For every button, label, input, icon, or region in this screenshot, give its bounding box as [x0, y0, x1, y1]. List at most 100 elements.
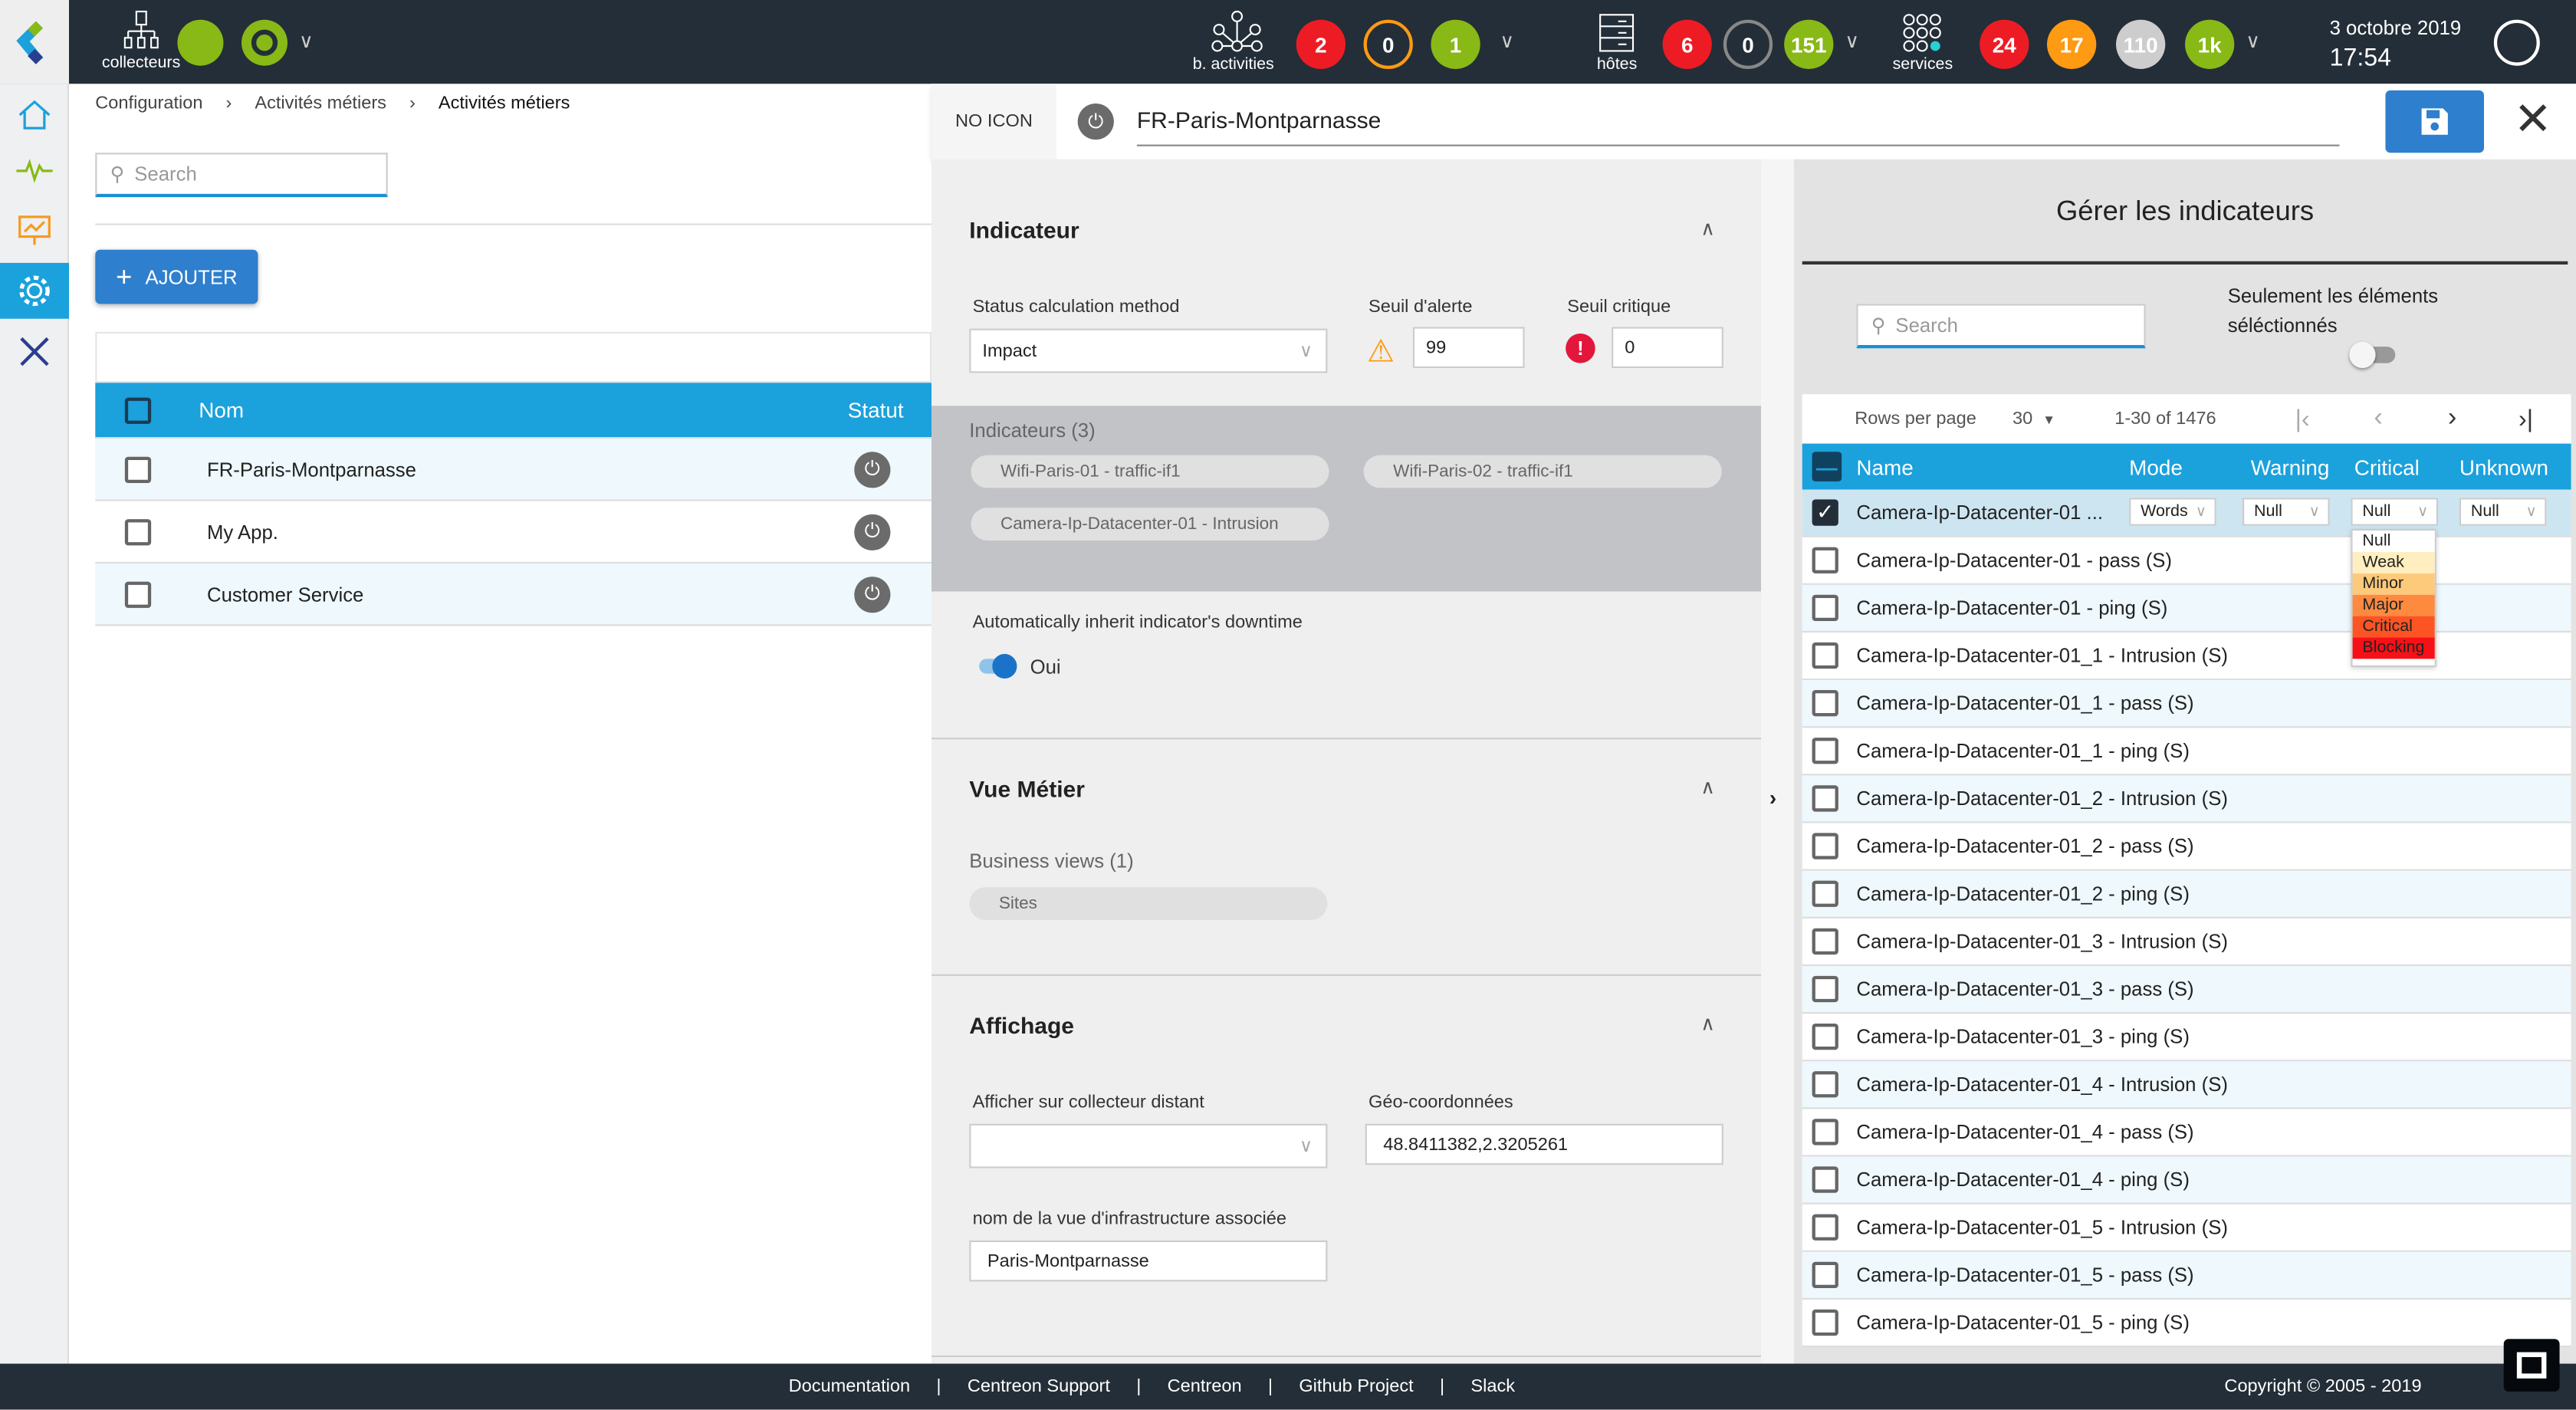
status-method-select[interactable]: Impact ∨ — [969, 328, 1328, 373]
chevron-up-icon[interactable]: ∧ — [1700, 1012, 1716, 1035]
table-row[interactable]: Camera-Ip-Datacenter-01_3 - pass (S) — [1802, 966, 2571, 1014]
footer-link[interactable]: Centreon Support — [967, 1376, 1110, 1397]
chevron-right-icon[interactable]: › — [1769, 785, 1777, 810]
warning-threshold-input[interactable]: 99 — [1412, 327, 1525, 368]
save-button[interactable] — [2385, 90, 2484, 153]
panel-expand-bar[interactable]: › — [1761, 159, 1794, 1364]
row-checkbox-checked[interactable]: ✓ — [1812, 499, 1838, 526]
table-row[interactable]: Camera-Ip-Datacenter-01_4 - Intrusion (S… — [1802, 1061, 2571, 1109]
ba-ok-count[interactable]: 1 — [1431, 19, 1480, 69]
ba-warning-count[interactable]: 0 — [1363, 19, 1413, 69]
row-checkbox[interactable] — [1812, 1071, 1838, 1098]
dropdown-option[interactable]: Null — [2352, 531, 2435, 552]
table-row-selected[interactable]: ✓ Camera-Ip-Datacenter-01 ... Words Null… — [1802, 489, 2571, 537]
dropdown-option[interactable]: Major — [2352, 594, 2435, 616]
title-input[interactable]: FR-Paris-Montparnasse — [1136, 100, 2340, 146]
chevron-down-icon[interactable]: ∨ — [1845, 29, 1860, 53]
search-input[interactable]: ⚲ Search — [95, 153, 388, 198]
breadcrumb-item[interactable]: Activités métiers — [255, 94, 386, 113]
table-row[interactable]: Camera-Ip-Datacenter-01_4 - ping (S) — [1802, 1156, 2571, 1205]
warning-select[interactable]: Null — [2242, 498, 2330, 526]
row-checkbox[interactable] — [1812, 690, 1838, 717]
chevron-up-icon[interactable]: ∧ — [1700, 775, 1716, 799]
row-checkbox[interactable] — [1812, 738, 1838, 764]
row-checkbox[interactable] — [1812, 785, 1838, 812]
row-checkbox[interactable] — [1812, 928, 1838, 955]
row-checkbox[interactable] — [124, 580, 152, 607]
services-menu[interactable]: services — [1889, 13, 1961, 79]
table-row[interactable]: FR-Paris-Montparnasse ⏻ — [95, 439, 932, 501]
reporting-icon[interactable] — [0, 202, 69, 258]
ba-critical-count[interactable]: 2 — [1296, 19, 1346, 69]
indicator-chip[interactable]: Wifi-Paris-01 - traffic-if1 — [971, 455, 1329, 488]
row-checkbox[interactable] — [1812, 975, 1838, 1003]
indicator-chip[interactable]: Wifi-Paris-02 - traffic-if1 — [1363, 455, 1722, 488]
table-row[interactable]: Camera-Ip-Datacenter-01 - pass (S) — [1802, 537, 2571, 585]
pollers-menu[interactable]: collecteurs — [102, 10, 180, 76]
power-icon[interactable]: ⏻ — [854, 513, 891, 550]
mode-select[interactable]: Words — [2129, 498, 2216, 526]
table-row[interactable]: Customer Service ⏻ — [95, 564, 932, 626]
services-critical-count[interactable]: 24 — [1980, 19, 2029, 69]
table-row[interactable]: Camera-Ip-Datacenter-01_5 - pass (S) — [1802, 1251, 2571, 1300]
row-checkbox[interactable] — [1812, 1166, 1838, 1193]
centreon-logo[interactable] — [0, 0, 69, 84]
only-selected-toggle[interactable] — [2349, 341, 2396, 368]
table-row[interactable]: My App. ⏻ — [95, 501, 932, 564]
last-page-icon[interactable]: ›| — [2518, 405, 2534, 433]
services-unknown-count[interactable]: 110 — [2116, 19, 2166, 69]
row-checkbox[interactable] — [1812, 1024, 1838, 1050]
table-row[interactable]: Camera-Ip-Datacenter-01 - ping (S) — [1802, 584, 2571, 633]
chevron-down-icon[interactable]: ∨ — [1500, 29, 1515, 53]
table-row[interactable]: Camera-Ip-Datacenter-01_5 - Intrusion (S… — [1802, 1205, 2571, 1252]
row-checkbox[interactable] — [1812, 1119, 1838, 1145]
row-checkbox[interactable] — [1812, 1214, 1838, 1241]
breadcrumb-item[interactable]: Activités métiers — [438, 94, 570, 113]
geo-coordinates-input[interactable]: 48.8411382,2.3205261 — [1365, 1123, 1723, 1165]
next-page-icon[interactable]: › — [2447, 404, 2457, 432]
remote-poller-select[interactable]: ∨ — [969, 1123, 1328, 1168]
row-checkbox[interactable] — [1812, 880, 1838, 907]
first-page-icon[interactable]: |‹ — [2295, 405, 2310, 433]
hosts-down-count[interactable]: 6 — [1662, 19, 1712, 69]
icon-picker[interactable]: NO ICON — [932, 84, 1056, 159]
hosts-menu[interactable]: hôtes — [1590, 13, 1646, 79]
monitoring-icon[interactable] — [0, 143, 69, 199]
dropdown-option[interactable]: Critical — [2352, 616, 2435, 638]
chevron-up-icon[interactable]: ∧ — [1700, 216, 1716, 240]
dropdown-option[interactable]: Minor — [2352, 573, 2435, 595]
close-icon[interactable]: ✕ — [2513, 94, 2552, 145]
table-row[interactable]: Camera-Ip-Datacenter-01_2 - Intrusion (S… — [1802, 775, 2571, 823]
business-view-chip[interactable]: Sites — [969, 887, 1328, 920]
footer-link[interactable]: Centreon — [1167, 1376, 1242, 1397]
table-row[interactable]: Camera-Ip-Datacenter-01_1 - ping (S) — [1802, 728, 2571, 776]
fullscreen-icon[interactable] — [2503, 1339, 2560, 1392]
row-checkbox[interactable] — [124, 518, 152, 545]
select-all-checkbox[interactable] — [124, 396, 152, 423]
critical-threshold-input[interactable]: 0 — [1612, 327, 1723, 368]
unknown-select[interactable]: Null — [2459, 498, 2547, 526]
database-icon[interactable] — [177, 19, 224, 66]
user-avatar-icon[interactable] — [2493, 19, 2540, 66]
critical-select[interactable]: Null — [2351, 498, 2438, 526]
breadcrumb-item[interactable]: Configuration — [95, 94, 203, 113]
power-icon[interactable]: ⏻ — [1077, 104, 1114, 140]
table-row[interactable]: Camera-Ip-Datacenter-01_4 - pass (S) — [1802, 1109, 2571, 1157]
services-ok-count[interactable]: 1k — [2185, 19, 2235, 69]
indicator-search-input[interactable]: ⚲ Search — [1856, 304, 2146, 349]
row-checkbox[interactable] — [1812, 1309, 1838, 1336]
table-row[interactable]: Camera-Ip-Datacenter-01_2 - pass (S) — [1802, 823, 2571, 871]
row-checkbox[interactable] — [1812, 1261, 1838, 1288]
services-warning-count[interactable]: 17 — [2047, 19, 2097, 69]
power-icon[interactable]: ⏻ — [854, 576, 891, 613]
hosts-up-count[interactable]: 151 — [1784, 19, 1834, 69]
table-row[interactable]: Camera-Ip-Datacenter-01_1 - pass (S) — [1802, 680, 2571, 728]
table-row[interactable]: Camera-Ip-Datacenter-01_5 - ping (S) — [1802, 1300, 2571, 1348]
add-button[interactable]: + AJOUTER — [95, 249, 258, 304]
indicator-chip[interactable]: Camera-Ip-Datacenter-01 - Intrusion — [971, 508, 1329, 541]
ba-menu[interactable]: b. activities — [1193, 10, 1282, 79]
chevron-down-icon[interactable]: ∨ — [299, 29, 314, 53]
gauge-icon[interactable] — [242, 19, 288, 66]
footer-link[interactable]: Slack — [1470, 1376, 1516, 1397]
prev-page-icon[interactable]: ‹ — [2374, 404, 2383, 432]
